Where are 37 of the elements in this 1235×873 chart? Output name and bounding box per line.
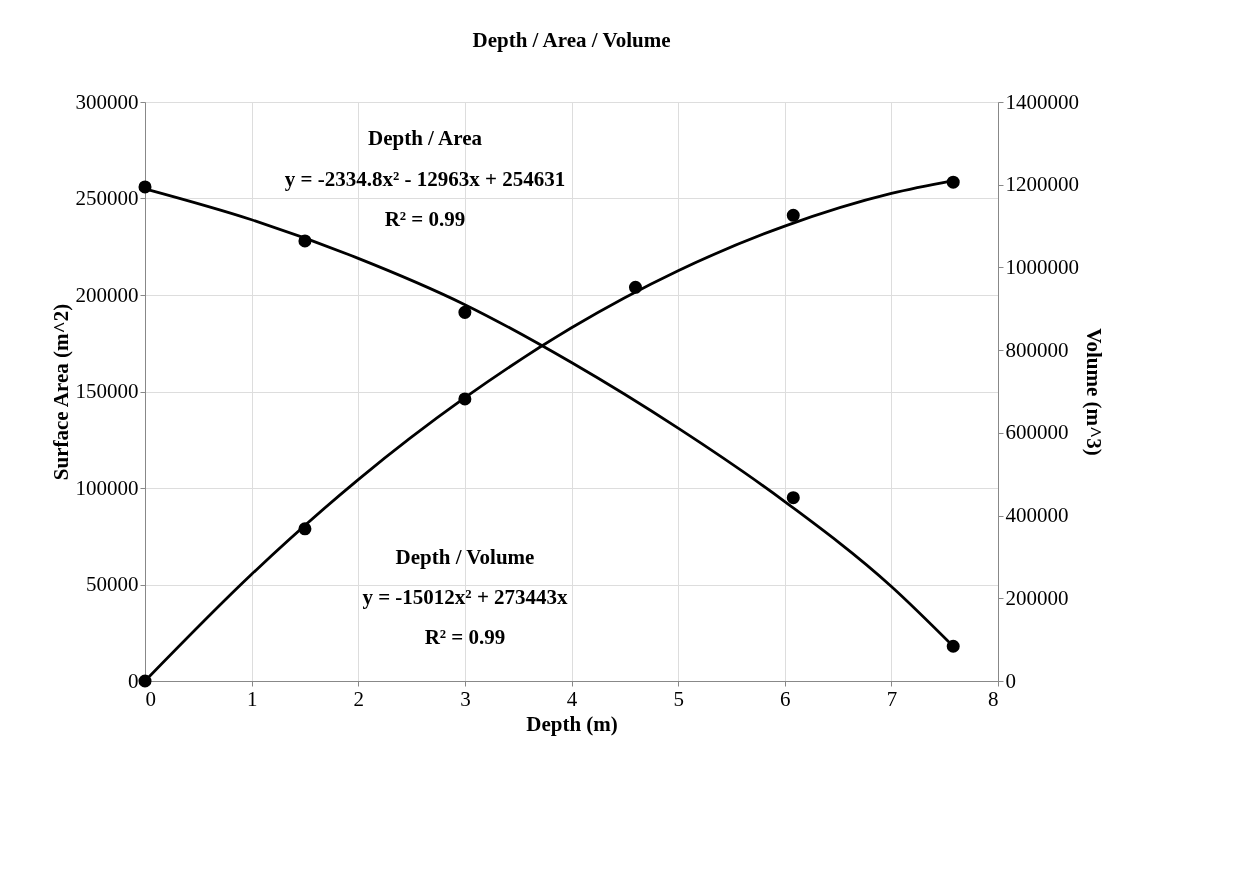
- y2-tick-label: 0: [1005, 668, 1016, 693]
- y-tick-label: 150000: [75, 379, 139, 403]
- y2-tick-label: 600000: [1005, 420, 1069, 445]
- x-tick-label: 3: [460, 686, 471, 711]
- annotation: Depth / Volume: [395, 545, 535, 569]
- y2-tick-label: 800000: [1005, 337, 1069, 362]
- x-tick-label: 6: [780, 686, 791, 711]
- y2-tick-label: 200000: [1005, 585, 1069, 610]
- y-tick-label: 0: [128, 668, 139, 693]
- point: [458, 305, 472, 319]
- x-tick-label: 5: [673, 686, 684, 711]
- point: [786, 208, 800, 222]
- y2-axis-title: Volume (m^3): [1082, 328, 1106, 456]
- y2-tick-label: 1400000: [1005, 89, 1079, 114]
- y-tick-label: 250000: [75, 186, 139, 210]
- y2-tick-label: 1200000: [1005, 172, 1079, 197]
- y-tick-label: 50000: [86, 572, 139, 596]
- annotation: y = -2334.8x² - 12963x + 254631: [284, 167, 566, 191]
- y-tick-label: 300000: [75, 89, 139, 114]
- y2-tick-label: 400000: [1005, 503, 1069, 528]
- chart-title: Depth / Area / Volume: [472, 28, 671, 52]
- x-tick-label: 8: [988, 686, 999, 711]
- annotation: y = -15012x² + 273443x: [362, 585, 569, 609]
- x-tick-label: 7: [886, 686, 898, 711]
- x-tick-label: 4: [566, 686, 578, 711]
- y-tick-label: 100000: [75, 475, 139, 500]
- x-tick-label: 2: [353, 686, 364, 711]
- x-tick-label: 0: [145, 686, 156, 711]
- x-axis-title: Depth (m): [526, 711, 618, 736]
- y2-tick-label: 1000000: [1005, 254, 1079, 279]
- annotation: Depth / Area: [368, 126, 483, 150]
- annotation: R² = 0.99: [424, 625, 506, 649]
- y-axis-title: Surface Area (m^2): [48, 303, 73, 481]
- annotation: R² = 0.99: [384, 207, 466, 231]
- y-tick-label: 200000: [75, 282, 139, 307]
- x-tick-label: 1: [246, 686, 258, 711]
- point: [786, 491, 800, 505]
